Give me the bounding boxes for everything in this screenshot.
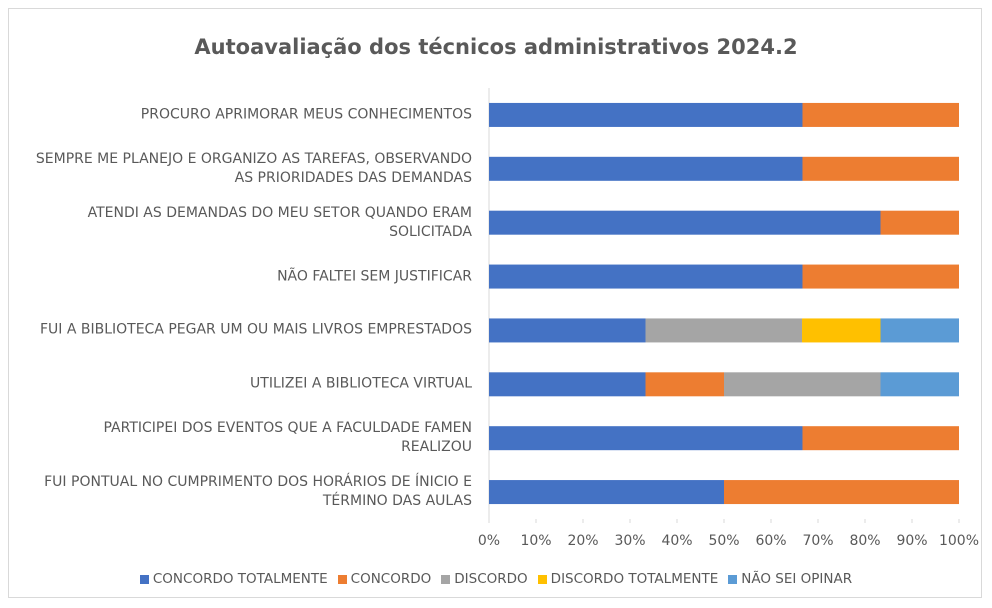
legend: CONCORDO TOTALMENTE CONCORDO DISCORDO DISCO… — [0, 571, 992, 587]
legend-swatch — [728, 574, 738, 584]
x-tick-label: 30% — [614, 533, 645, 549]
category-label: PARTICIPEI DOS EVENTOS QUE A FACULDADE F… — [103, 420, 472, 456]
legend-item: DISCORDO TOTALMENTE — [537, 571, 719, 587]
legend-item: DISCORDO — [441, 571, 528, 587]
x-tick-label: 0% — [478, 533, 500, 549]
legend-label: DISCORDO TOTALMENTE — [550, 571, 719, 587]
x-tick-label: 20% — [567, 533, 598, 549]
chart-title: Autoavaliação dos técnicos administrativ… — [194, 35, 797, 59]
legend-item: CONCORDO — [337, 571, 432, 587]
x-tick-label: 70% — [802, 533, 833, 549]
bar-segment — [880, 210, 959, 235]
category-label: FUI A BIBLIOTECA PEGAR UM OU MAIS LIVROS… — [39, 321, 472, 338]
legend-label: CONCORDO TOTALMENTE — [152, 571, 328, 587]
legend-swatch — [537, 574, 547, 584]
bar-segment — [724, 480, 959, 505]
category-label: NÃO FALTEI SEM JUSTIFICAR — [277, 268, 472, 285]
bar-segment — [489, 102, 803, 127]
bar-segment — [489, 372, 646, 397]
legend-swatch — [337, 574, 347, 584]
chart-frame — [8, 8, 982, 598]
x-tick-label: 50% — [708, 533, 739, 549]
bar-segment — [489, 426, 803, 451]
x-tick-label: 100% — [939, 533, 979, 549]
legend-item: NÃO SEI OPINAR — [728, 571, 852, 587]
legend-label: DISCORDO — [454, 571, 528, 587]
legend-swatch — [441, 574, 451, 584]
bar-segment — [489, 318, 646, 343]
bar-segment — [802, 102, 959, 127]
category-label: SEMPRE ME PLANEJO E ORGANIZO AS TAREFAS,… — [35, 150, 472, 186]
bar-segment — [489, 480, 724, 505]
category-label: PROCURO APRIMORAR MEUS CONHECIMENTOS — [140, 106, 472, 123]
category-label: UTILIZEI A BIBLIOTECA VIRTUAL — [250, 375, 472, 392]
bar-segment — [645, 372, 724, 397]
bar-segment — [802, 156, 959, 181]
category-label: FUI PONTUAL NO CUMPRIMENTO DOS HORÁRIOS … — [44, 474, 472, 510]
bar-segment — [802, 426, 959, 451]
legend-swatch — [139, 574, 149, 584]
bar-segment — [880, 372, 959, 397]
x-tick-label: 80% — [849, 533, 880, 549]
legend-label: CONCORDO — [350, 571, 432, 587]
legend-item: CONCORDO TOTALMENTE — [139, 571, 328, 587]
bar-segment — [724, 372, 881, 397]
bar-segment — [489, 210, 881, 235]
bar-segment — [645, 318, 803, 343]
category-label: ATENDI AS DEMANDAS DO MEU SETOR QUANDO E… — [87, 204, 472, 240]
bar-segment — [802, 318, 881, 343]
bar-segment — [802, 264, 959, 289]
x-tick-label: 10% — [520, 533, 551, 549]
x-tick-label: 40% — [661, 533, 692, 549]
bar-segment — [880, 318, 959, 343]
bar-segment — [489, 156, 803, 181]
bar-segment — [489, 264, 803, 289]
x-tick-label: 60% — [755, 533, 786, 549]
x-tick-label: 90% — [896, 533, 927, 549]
legend-label: NÃO SEI OPINAR — [741, 571, 853, 587]
